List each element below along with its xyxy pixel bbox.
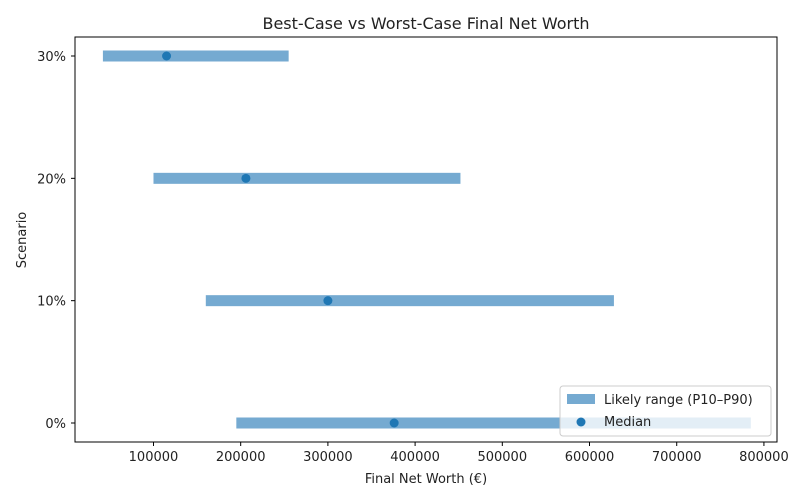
median-point-3	[162, 51, 172, 61]
plot-frame	[74, 36, 778, 443]
legend-range-swatch	[567, 394, 595, 404]
median-point-2	[241, 173, 251, 183]
legend-box	[559, 385, 772, 437]
range-bar-3	[102, 50, 289, 62]
y-tick-label-3: 30%	[37, 50, 66, 65]
x-tick-label-2: 300000	[303, 450, 353, 465]
chart-title: Best-Case vs Worst-Case Final Net Worth	[262, 14, 589, 33]
median-point-0	[389, 418, 399, 428]
legend-range-label: Likely range (P10–P90)	[604, 393, 753, 408]
x-tick-label-6: 700000	[652, 450, 702, 465]
y-axis-title: Scenario	[15, 212, 30, 269]
range-bar-2	[153, 172, 461, 184]
x-tick-label-0: 100000	[129, 450, 179, 465]
median-point-1	[323, 296, 333, 306]
range-bars	[102, 50, 751, 429]
x-tick-label-4: 500000	[477, 450, 527, 465]
x-tick-label-3: 400000	[390, 450, 440, 465]
legend-median-label: Median	[604, 415, 651, 430]
x-tick-label-1: 200000	[216, 450, 266, 465]
legend-median-marker	[576, 417, 586, 427]
range-bar-0	[236, 417, 751, 429]
y-axis: 0% 10% 20% 30%	[37, 50, 75, 432]
range-bar-1	[205, 295, 614, 307]
x-axis-title: Final Net Worth (€)	[365, 472, 487, 487]
median-points	[162, 51, 399, 428]
x-tick-label-7: 800000	[739, 450, 789, 465]
y-tick-label-1: 10%	[37, 295, 66, 310]
y-tick-label-0: 0%	[45, 417, 66, 432]
y-tick-label-2: 20%	[37, 172, 66, 187]
legend: Likely range (P10–P90) Median	[559, 385, 772, 437]
x-tick-label-5: 600000	[565, 450, 615, 465]
x-axis: 100000 200000 300000 400000 500000 600000 7000…	[129, 442, 789, 465]
